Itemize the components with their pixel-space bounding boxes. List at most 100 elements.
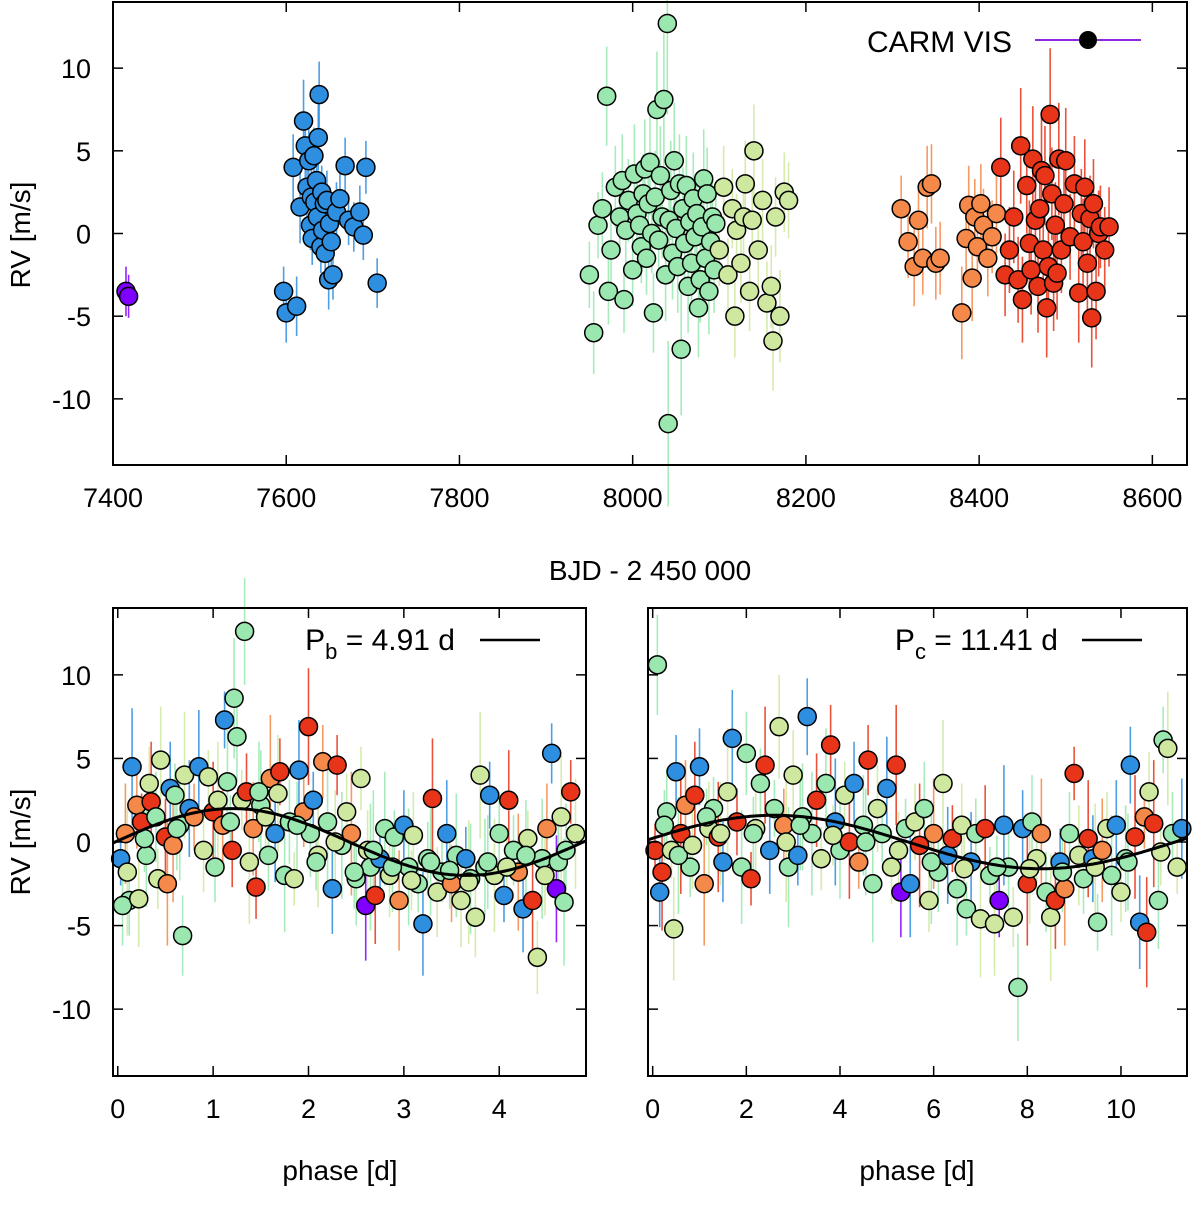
data-point [136,845,157,866]
phase-b-points [110,621,586,968]
phase-b-xlabel: phase [d] [282,1155,397,1186]
y-tick-label: -10 [52,385,91,415]
data-point [856,832,876,852]
data-point [365,885,385,906]
phase-b-legend: Pb = 4.91 d [305,624,540,664]
data-point [246,877,266,897]
data-point [270,762,290,782]
data-point [304,146,324,166]
data-point [770,306,790,326]
y-tick-label: -10 [52,995,91,1025]
data-point [1040,104,1060,125]
data-point [494,885,514,906]
data-point [867,798,888,819]
data-point [761,276,782,297]
phase-c-legend: Pc = 11.41 d [895,624,1142,664]
data-point [479,785,500,805]
phase-b-legend-label: Pb = 4.91 d [305,624,455,664]
data-point [748,240,769,260]
x-tick-label: 2 [739,1094,754,1124]
data-point [654,89,674,110]
x-tick-label: 7800 [429,483,489,513]
data-point [1068,283,1089,303]
data-point [1086,281,1106,302]
data-point [713,177,734,197]
data-point [699,281,719,302]
data-point [999,240,1020,260]
data-point [583,322,604,343]
x-tick-label: 1 [206,1094,221,1124]
data-point [685,785,705,805]
legend-marker-carm-vis [1079,31,1097,49]
phase-b-legend-p: P [305,624,325,657]
x-tick-label: 7600 [256,483,316,513]
data-point [1017,175,1037,196]
data-point [1094,240,1115,260]
data-point [774,815,794,836]
data-point [888,840,909,861]
data-point [437,823,457,844]
data-point [427,882,447,902]
data-point [1077,253,1098,274]
data-point [689,757,710,777]
data-point [863,874,883,894]
data-point [1085,857,1105,877]
timeseries-points [116,13,1119,434]
data-point [389,890,409,911]
data-point [117,862,138,882]
data-point [198,767,219,787]
x-tick-label: 8600 [1122,483,1182,513]
data-point [952,815,972,836]
data-point [560,782,581,802]
data-point [1101,865,1122,886]
x-tick-label: 0 [110,1094,125,1124]
data-point [905,812,925,832]
data-point [1092,840,1112,861]
data-point [688,298,709,318]
data-point [1144,813,1164,834]
data-point [470,765,490,785]
x-tick-label: 8 [1020,1094,1035,1124]
data-point [174,765,195,785]
data-point [439,860,460,881]
data-point [222,840,242,861]
data-point [1008,977,1028,998]
data-point [923,823,944,844]
data-point [1055,150,1076,171]
y-tick-label: 0 [76,220,91,250]
data-point [489,823,509,844]
data-point [322,879,343,899]
data-point [306,852,326,872]
data-point [596,86,617,107]
data-point [172,925,193,946]
data-point [293,111,314,131]
data-point [367,273,387,293]
data-point [249,782,269,802]
data-point [652,862,672,882]
data-point [541,743,562,764]
timeseries-legend: CARM VIS [867,26,1141,59]
phase-b-ylabel: RV [m/s] [5,789,36,896]
data-point [991,157,1011,178]
x-tick-label: 4 [492,1094,507,1124]
data-point [1035,165,1055,186]
data-point [150,750,171,770]
data-point [193,840,214,861]
data-point [717,782,738,802]
data-point [217,772,238,792]
data-point [763,331,783,351]
data-point [744,141,764,161]
data-point [622,260,643,280]
x-tick-label: 4 [832,1094,847,1124]
x-tick-label: 8200 [776,483,836,513]
data-point [668,845,689,866]
data-point [330,189,350,209]
data-point [1136,922,1157,943]
data-point [1045,215,1066,235]
data-point [327,755,347,775]
data-point [1099,217,1119,237]
data-point [764,798,785,819]
data-point [989,890,1009,911]
data-point [1078,828,1098,849]
data-point [303,790,324,810]
